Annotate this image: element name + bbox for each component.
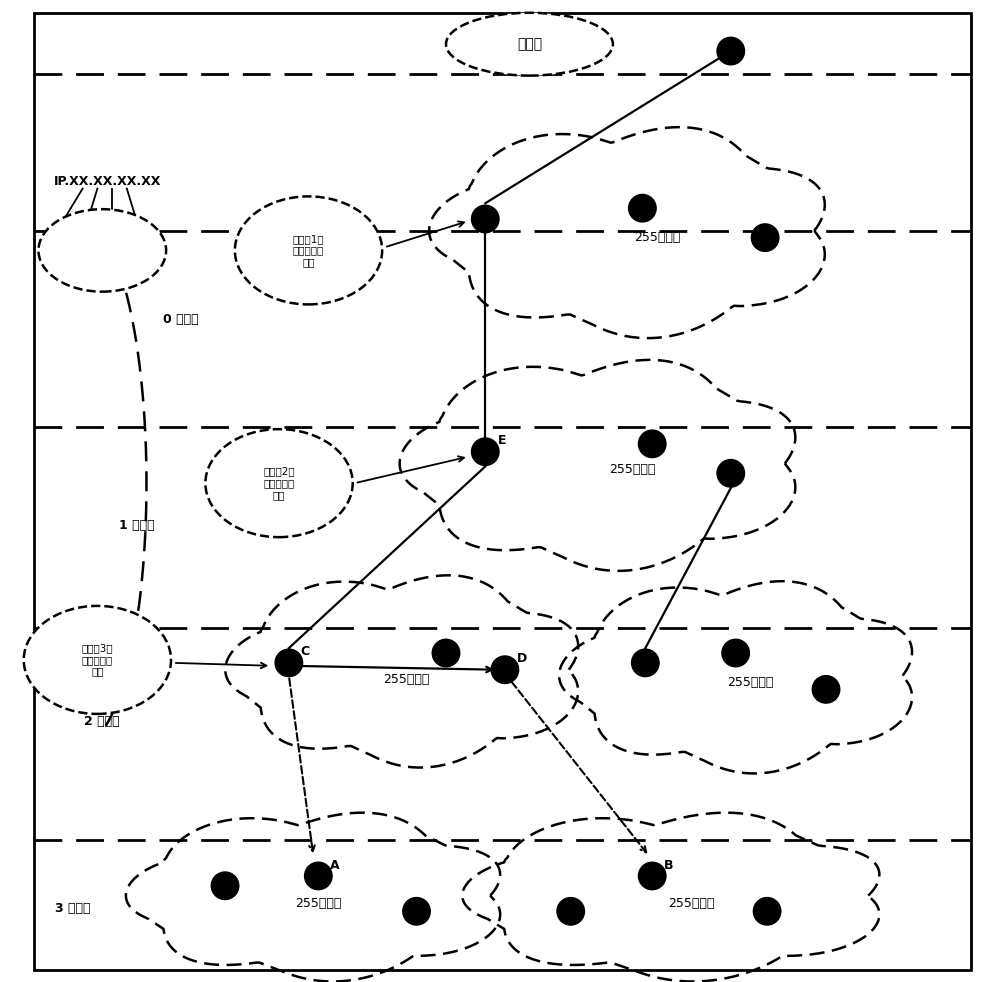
Text: 2 级网络: 2 级网络 <box>84 715 120 729</box>
Circle shape <box>753 898 781 925</box>
Text: 255个节点: 255个节点 <box>295 897 342 910</box>
Text: 255个节点: 255个节点 <box>727 676 774 689</box>
Circle shape <box>275 649 303 677</box>
Circle shape <box>472 438 499 465</box>
Circle shape <box>211 872 239 900</box>
Text: A: A <box>330 859 340 872</box>
Ellipse shape <box>446 13 613 76</box>
Text: 255个节点: 255个节点 <box>668 897 715 910</box>
Ellipse shape <box>205 429 353 537</box>
Text: IP.XX.XX.XX.XX: IP.XX.XX.XX.XX <box>54 175 161 189</box>
Text: 0 级网络: 0 级网络 <box>163 312 199 326</box>
Circle shape <box>751 224 779 251</box>
Text: C: C <box>301 645 310 658</box>
Text: E: E <box>498 434 507 447</box>
Ellipse shape <box>38 209 166 292</box>
Text: 255个节点: 255个节点 <box>634 231 680 245</box>
Text: 相当于3级
网络的路由
节点: 相当于3级 网络的路由 节点 <box>82 643 113 677</box>
Text: B: B <box>664 859 673 872</box>
Circle shape <box>491 656 519 683</box>
Circle shape <box>722 639 749 667</box>
Circle shape <box>472 205 499 233</box>
Circle shape <box>812 676 840 703</box>
Text: 相当于2级
网络的路由
节点: 相当于2级 网络的路由 节点 <box>263 466 295 500</box>
Ellipse shape <box>235 196 382 304</box>
Text: 255个节点: 255个节点 <box>384 673 430 686</box>
Text: 255个节点: 255个节点 <box>609 463 656 476</box>
Circle shape <box>717 460 745 487</box>
Text: 相当于1级
网络的路由
节点: 相当于1级 网络的路由 节点 <box>293 234 324 267</box>
Text: 服务器: 服务器 <box>517 37 542 51</box>
Ellipse shape <box>24 606 171 714</box>
Circle shape <box>557 898 584 925</box>
Circle shape <box>638 862 666 890</box>
Circle shape <box>305 862 332 890</box>
Text: 1 级网络: 1 级网络 <box>119 518 154 532</box>
Circle shape <box>629 194 656 222</box>
Text: D: D <box>517 652 527 665</box>
Circle shape <box>432 639 460 667</box>
Circle shape <box>403 898 430 925</box>
Text: 3 级网络: 3 级网络 <box>55 901 91 915</box>
Circle shape <box>638 430 666 458</box>
Circle shape <box>717 37 745 65</box>
Circle shape <box>632 649 659 677</box>
